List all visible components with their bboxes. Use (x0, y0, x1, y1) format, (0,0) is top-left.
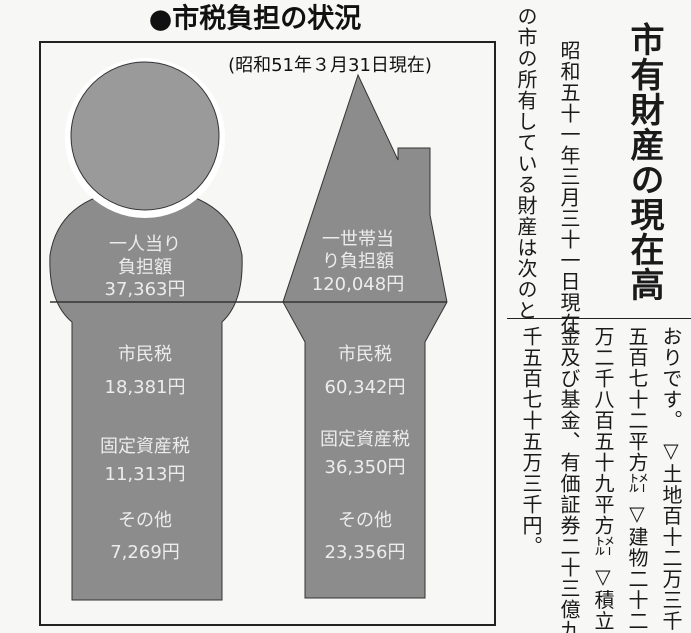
tax-burden-panel: ●市税負担の状況 (昭和51年３月31日現在) 一人当り 負担額 37,363円… (0, 0, 505, 633)
article-title: 市有財産の現在高 (620, 22, 669, 302)
article-line: おりです。 ▽土地百十二万三千 (657, 326, 686, 631)
item-amount: 7,269円 (110, 542, 180, 563)
household-heading: り負担額 (322, 251, 394, 272)
item-label: その他 (118, 510, 172, 531)
page: ●市税負担の状況 (昭和51年３月31日現在) 一人当り 負担額 37,363円… (0, 0, 691, 633)
item-label: 市民税 (338, 344, 392, 365)
article-line: 金及び基金、有価証券二十三億九 (555, 326, 584, 633)
article-line: の市の所有している財産は次のと (512, 6, 541, 321)
item-amount: 23,356円 (325, 542, 406, 563)
article-date: 昭和五十一年三月三十一日現在 (555, 40, 584, 334)
person-heading: 負担額 (118, 257, 172, 278)
item-label: その他 (338, 510, 392, 531)
article-line: 五百七十二平方㍍ ▽建物二十二 (623, 326, 652, 631)
item-label: 固定資産税 (320, 429, 410, 450)
article-line: 万二千八百五十九平方㍍ ▽積立 (589, 326, 618, 631)
person-head (71, 62, 219, 210)
household-heading: 一世帯当 (322, 229, 394, 250)
item-amount: 18,381円 (105, 377, 186, 398)
article-line: 千五百七十五万三千円。 (517, 326, 546, 557)
panel-title: ●市税負担の状況 (149, 3, 362, 35)
person-total: 37,363円 (105, 279, 186, 300)
item-amount: 11,313円 (105, 464, 186, 485)
item-amount: 36,350円 (325, 457, 406, 478)
household-total: 120,048円 (312, 274, 404, 295)
item-amount: 60,342円 (325, 377, 406, 398)
item-label: 固定資産税 (100, 436, 190, 457)
person-heading: 一人当り (109, 234, 181, 255)
item-label: 市民税 (118, 344, 172, 365)
panel-note: (昭和51年３月31日現在) (228, 55, 432, 76)
